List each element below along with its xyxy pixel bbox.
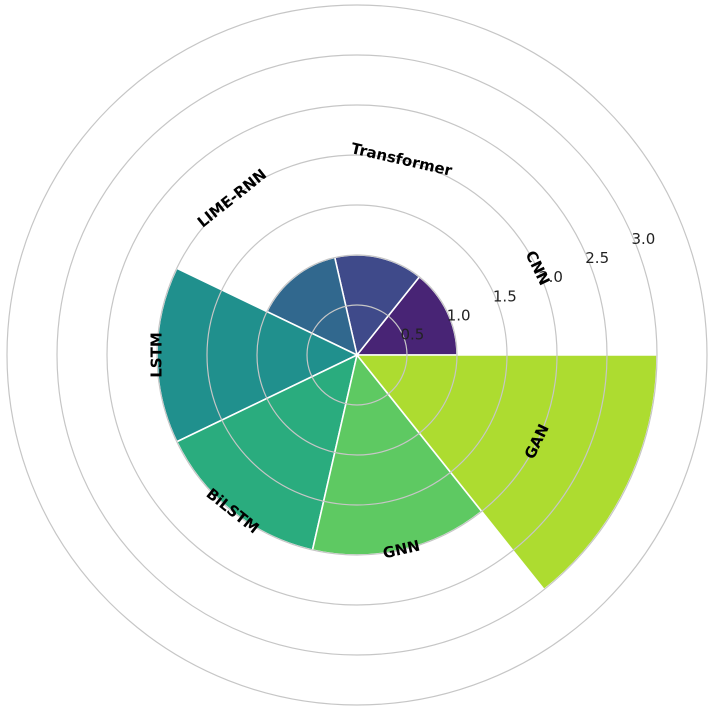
grid-rings-group: [6, 4, 708, 706]
radial-tick-label: 1.5: [493, 287, 517, 305]
grid-ring: [306, 304, 408, 406]
radial-tick-label: 1.0: [447, 306, 471, 324]
grid-ring: [206, 204, 508, 506]
grid-ring: [256, 254, 458, 456]
category-label-transformer: Transformer: [349, 139, 454, 180]
radial-tick-labels-group: 0.5 1.0 1.5 2.0 2.5 3.0: [401, 230, 656, 344]
category-label-lime-rnn: LIME-RNN: [194, 165, 270, 231]
radial-tick-label: 2.0: [539, 268, 563, 286]
category-label-lstm: LSTM: [148, 332, 166, 378]
radial-tick-label: 2.5: [585, 249, 609, 267]
radial-tick-label: 3.0: [631, 230, 655, 248]
grid-ring: [56, 54, 658, 656]
grid-ring: [6, 4, 708, 706]
grid-ring: [106, 104, 608, 606]
grid-ring: [156, 154, 558, 556]
radial-tick-label: 0.5: [401, 326, 425, 344]
